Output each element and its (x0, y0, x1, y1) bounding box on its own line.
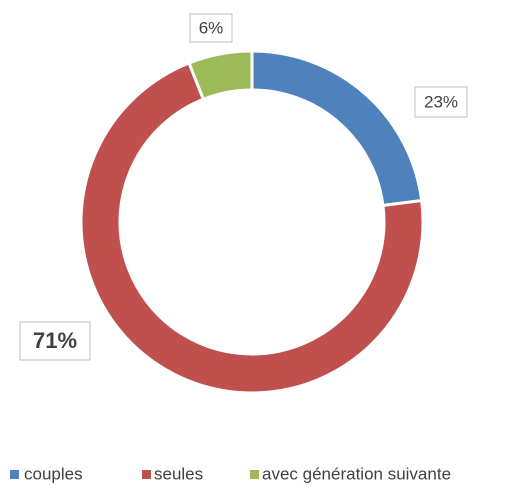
legend-label: couples (24, 464, 83, 483)
donut-segment (187, 49, 254, 102)
data-label-box (19, 321, 91, 361)
data-label: 71% (33, 328, 77, 353)
legend-label: avec génération suivante (262, 464, 451, 483)
data-label-box (189, 13, 233, 43)
data-label: 23% (424, 92, 458, 111)
data-label-box (414, 86, 468, 118)
legend-label: seules (154, 464, 203, 483)
legend-swatch (10, 470, 19, 479)
legend-swatch (250, 470, 259, 479)
donut-segment (79, 61, 425, 395)
data-label: 6% (199, 18, 224, 37)
legend-swatch (142, 470, 151, 479)
donut-segment (250, 49, 424, 208)
